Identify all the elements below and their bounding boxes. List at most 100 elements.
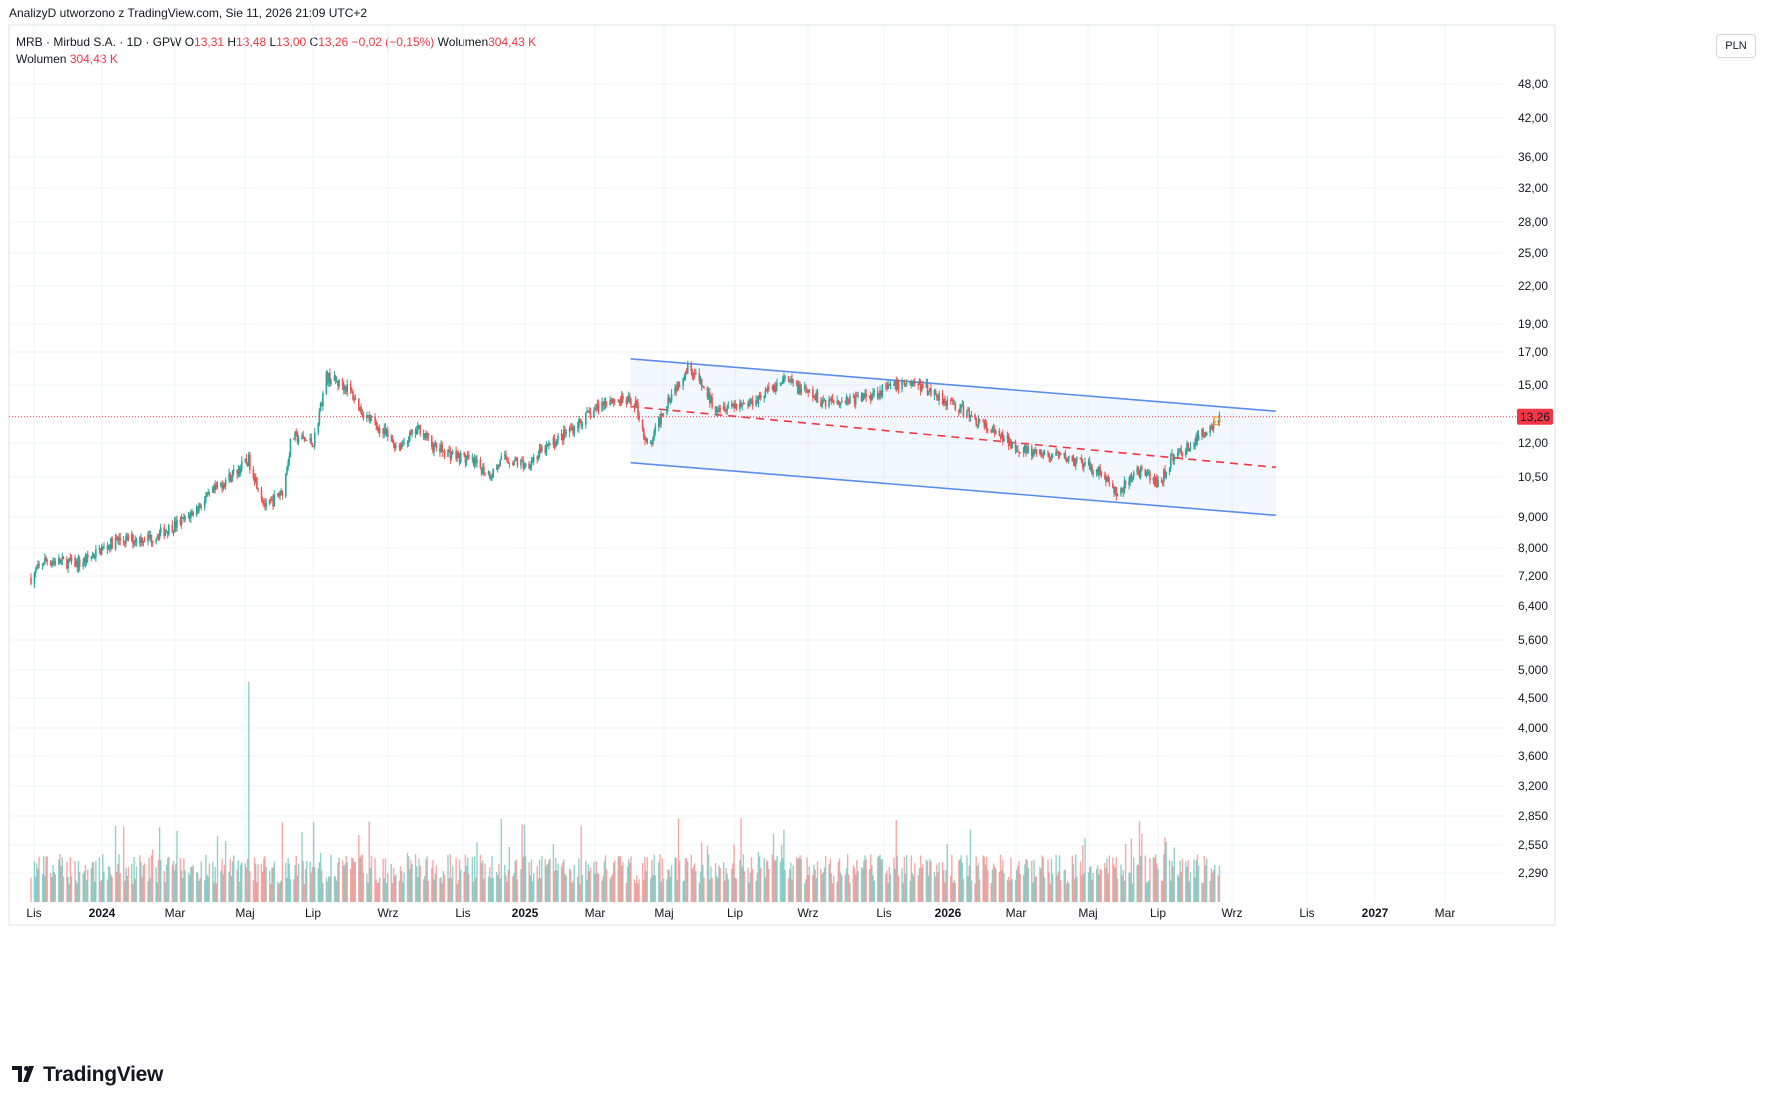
candle (435, 442, 438, 452)
candle (597, 399, 600, 415)
volume-bar (480, 863, 483, 902)
volume-bar (857, 870, 859, 902)
volume-bar (750, 857, 753, 902)
price-tick-label: 8,000 (1518, 541, 1548, 555)
candle-body (978, 418, 981, 421)
candle-body (893, 384, 895, 386)
volume-bar (687, 861, 689, 902)
candle-body (803, 385, 806, 389)
volume-bar (244, 863, 246, 902)
candle-body (384, 428, 387, 435)
volume-bar (643, 879, 645, 902)
volume-bar (482, 860, 484, 902)
candle-body (795, 381, 798, 385)
volume-bar (775, 860, 777, 902)
candle (149, 530, 152, 543)
volume-bar (102, 854, 104, 902)
volume-bar (927, 875, 930, 902)
candle-body (922, 384, 924, 388)
candle-body (1050, 457, 1053, 460)
candle-body (783, 376, 785, 380)
volume-bar (727, 879, 730, 902)
candle-body (682, 379, 684, 386)
volume-bar (143, 863, 146, 902)
candle-body (653, 430, 655, 438)
candle (164, 528, 167, 537)
volume-bar (317, 868, 319, 902)
candle (342, 381, 345, 395)
candle (613, 399, 616, 406)
volume-bar (538, 859, 541, 902)
price-tick-label: 25,00 (1518, 246, 1548, 260)
volume-bar (1168, 860, 1171, 902)
candle (181, 516, 184, 519)
candle-body (1209, 426, 1211, 433)
candle-body (1169, 455, 1172, 469)
candle-body (1032, 454, 1034, 457)
volume-bar (419, 866, 421, 902)
candle-body (759, 395, 762, 399)
candle (521, 455, 523, 462)
volume-bar (366, 873, 368, 902)
candle-body (512, 463, 514, 465)
price-channel[interactable] (630, 358, 1276, 517)
candle-body (784, 376, 786, 378)
candle-body (183, 517, 185, 520)
candle-body (553, 438, 556, 447)
candle (651, 440, 653, 448)
volume-row-label[interactable]: Wolumen (16, 52, 67, 66)
candle (317, 421, 320, 436)
volume-bar (990, 883, 992, 902)
volume-bar (909, 880, 911, 902)
candle-body (686, 364, 689, 374)
volume-bar (1155, 854, 1157, 902)
candle-body (1173, 457, 1176, 461)
candle-body (325, 372, 328, 394)
candle-body (651, 442, 653, 444)
volume-bar (674, 857, 676, 902)
volume-bar (400, 870, 403, 902)
candle (561, 433, 564, 446)
volume-bar (919, 855, 922, 902)
candle-body (451, 451, 454, 455)
volume-bar (871, 865, 873, 902)
volume-bar (132, 883, 134, 902)
tradingview-logo[interactable]: TradingView (12, 1063, 163, 1087)
candle-body (814, 395, 816, 401)
volume-bar (359, 857, 361, 902)
candle (734, 399, 737, 409)
candle-body (70, 557, 73, 562)
volume-bar (601, 880, 603, 902)
price-axis[interactable]: 48,0042,0036,0032,0028,0025,0022,0019,00… (1517, 77, 1553, 880)
candle-body (552, 438, 555, 445)
candle-body (911, 384, 914, 386)
legend-symbol[interactable]: MRB · Mirbud S.A. · 1D · GPW (16, 35, 182, 49)
candle (1064, 449, 1067, 461)
candle-body (433, 445, 435, 452)
candle (231, 469, 234, 482)
candle-body (309, 438, 311, 441)
candle (1195, 432, 1198, 447)
candle-body (993, 429, 996, 434)
volume-bar (443, 874, 446, 902)
volume-bar (1122, 870, 1124, 902)
candle-body (338, 379, 340, 386)
candle (34, 566, 37, 578)
candle (627, 391, 630, 403)
volume-bar (1141, 833, 1143, 902)
candle (443, 448, 446, 460)
volume-bar (271, 867, 273, 902)
volume-bar (660, 881, 662, 902)
volume-bar (1153, 857, 1156, 902)
volume-bar (853, 868, 856, 902)
candle-body (962, 404, 965, 417)
volume-bar (1214, 865, 1216, 902)
price-chart[interactable]: D 48,0042,0036,0032,0028,0025,0022,0019,… (0, 0, 1766, 1050)
volume-bar (1157, 868, 1159, 902)
time-axis[interactable]: Lis 2024 Mar Maj Lip Wrz Lis 2025 Mar Maj Lip Wrz Li… (26, 906, 1455, 920)
currency-button[interactable]: PLN (1716, 34, 1756, 58)
candle (699, 375, 702, 385)
candle-body (345, 386, 347, 393)
candle-body (740, 402, 742, 407)
candle (1193, 441, 1195, 450)
